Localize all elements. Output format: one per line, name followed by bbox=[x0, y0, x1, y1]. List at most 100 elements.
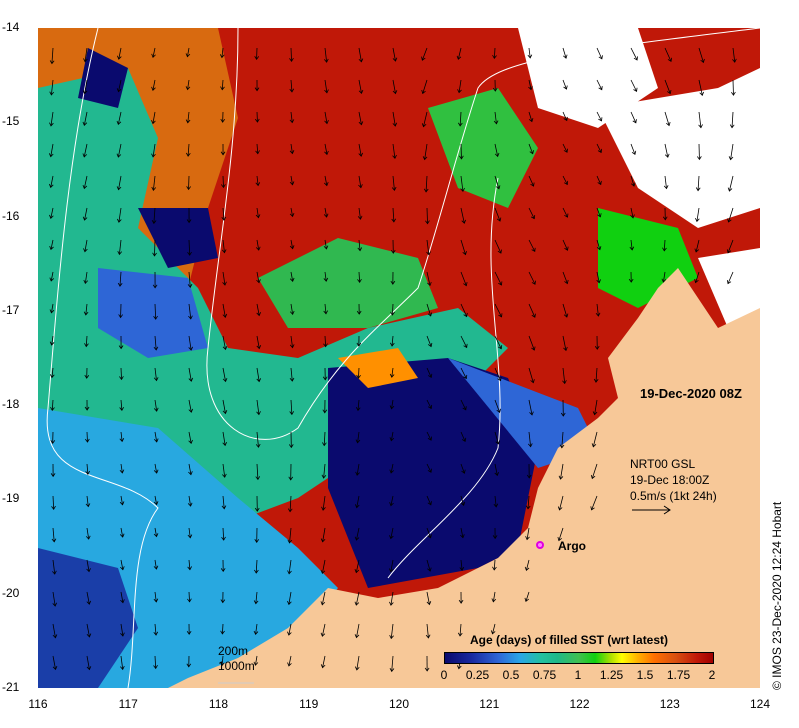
current-vector-arrow bbox=[560, 463, 564, 480]
region-navy-nw bbox=[78, 48, 128, 108]
current-vector-head bbox=[222, 313, 228, 318]
current-vector-head bbox=[426, 251, 431, 256]
current-vector-arrow bbox=[118, 47, 122, 60]
current-vector-head bbox=[117, 55, 122, 60]
current-vector-arrow bbox=[460, 175, 464, 192]
current-vector-arrow bbox=[290, 367, 293, 382]
current-vector-head bbox=[529, 150, 534, 155]
current-vector-head bbox=[83, 279, 89, 285]
current-vector-arrow bbox=[391, 399, 394, 409]
current-vector-head bbox=[389, 668, 395, 673]
land-australia bbox=[168, 268, 760, 688]
current-vector-head bbox=[457, 122, 463, 127]
current-vector-arrow bbox=[152, 175, 156, 191]
current-vector-arrow bbox=[188, 399, 192, 413]
current-vector-arrow bbox=[559, 495, 564, 511]
current-vector-head bbox=[85, 438, 90, 443]
current-vector-head bbox=[255, 246, 261, 251]
current-vector-head bbox=[289, 57, 294, 62]
current-vector-arrow bbox=[596, 79, 603, 90]
current-vector-arrow bbox=[392, 143, 396, 159]
current-vector-arrow bbox=[422, 79, 428, 94]
current-vector-arrow bbox=[323, 431, 326, 446]
current-vector-head bbox=[631, 150, 637, 156]
current-vector-arrow bbox=[630, 239, 633, 250]
lat-tick-label: -21 bbox=[2, 680, 20, 694]
current-vector-arrow bbox=[390, 559, 394, 572]
lon-tick-label: 122 bbox=[569, 697, 590, 711]
current-vector-arrow bbox=[424, 143, 428, 160]
lon-tick-label: 124 bbox=[749, 697, 771, 711]
current-vector-head bbox=[694, 248, 700, 253]
current-vector-head bbox=[355, 407, 361, 412]
current-vector-head bbox=[119, 376, 124, 381]
colorbar-tick-label: 0.5 bbox=[502, 668, 520, 682]
current-vector-arrow bbox=[323, 463, 326, 479]
current-vector-head bbox=[590, 474, 596, 480]
current-vector-head bbox=[84, 343, 89, 348]
current-vector-arrow bbox=[221, 79, 224, 90]
current-vector-arrow bbox=[727, 239, 734, 253]
current-vector-head bbox=[323, 213, 329, 218]
current-vector-arrow bbox=[528, 111, 533, 122]
current-vector-head bbox=[287, 508, 293, 513]
current-vector-arrow bbox=[154, 495, 158, 505]
current-vector-arrow bbox=[390, 431, 394, 441]
current-vector-arrow bbox=[528, 367, 534, 383]
current-vector-head bbox=[729, 124, 735, 129]
current-vector-head bbox=[389, 502, 394, 507]
current-vector-arrow bbox=[288, 623, 292, 636]
current-vector-head bbox=[116, 218, 122, 223]
current-vector-head bbox=[492, 566, 497, 571]
lat-tick-label: -20 bbox=[2, 585, 20, 600]
current-vector-head bbox=[153, 377, 159, 382]
current-vector-arrow bbox=[188, 367, 192, 382]
current-vector-arrow bbox=[426, 591, 430, 605]
current-vector-head bbox=[491, 598, 497, 603]
current-vector-arrow bbox=[458, 79, 462, 93]
current-vector-head bbox=[322, 376, 328, 381]
current-vector-arrow bbox=[460, 495, 465, 506]
current-vector-arrow bbox=[592, 431, 598, 447]
current-vector-arrow bbox=[120, 559, 124, 570]
current-vector-arrow bbox=[324, 111, 328, 124]
contour-legend-swatch bbox=[218, 682, 254, 684]
current-vector-arrow bbox=[290, 111, 293, 123]
current-vector-head bbox=[321, 474, 327, 479]
current-vector-head bbox=[528, 117, 534, 123]
colorbar-title: Age (days) of filled SST (wrt latest) bbox=[470, 633, 669, 647]
current-vector-head bbox=[593, 378, 599, 383]
current-vector-head bbox=[48, 183, 54, 189]
current-vector-arrow bbox=[494, 271, 502, 286]
current-vector-arrow bbox=[322, 527, 326, 542]
current-vector-head bbox=[116, 120, 122, 126]
lon-tick-label: 117 bbox=[118, 697, 138, 711]
current-vector-arrow bbox=[460, 303, 468, 317]
current-vector-arrow bbox=[596, 111, 602, 122]
current-vector-head bbox=[421, 56, 426, 61]
current-vector-arrow bbox=[188, 431, 192, 444]
colorbar-tick-label: 0.25 bbox=[465, 668, 490, 682]
current-vector-head bbox=[559, 444, 565, 449]
current-vector-head bbox=[185, 119, 191, 124]
current-vector-head bbox=[633, 56, 638, 61]
current-vector-arrow bbox=[86, 495, 89, 507]
current-vector-arrow bbox=[120, 623, 124, 637]
current-vector-arrow bbox=[460, 431, 466, 442]
current-vector-head bbox=[222, 281, 227, 286]
current-vector-arrow bbox=[187, 79, 190, 90]
colorbar-tick-label: 2 bbox=[708, 668, 716, 682]
vector-legend-line3: 0.5m/s (1kt 24h) bbox=[630, 489, 717, 503]
current-vector-arrow bbox=[525, 559, 530, 571]
colorbar-tick-label: 1.25 bbox=[599, 668, 624, 682]
region-blue-central bbox=[448, 358, 598, 468]
current-vector-head bbox=[563, 346, 568, 352]
current-vector-head bbox=[563, 148, 568, 153]
current-vector-head bbox=[49, 60, 55, 65]
current-vector-arrow bbox=[596, 175, 602, 185]
region-green-north bbox=[428, 88, 538, 208]
vector-scale-arrow bbox=[632, 505, 671, 515]
current-vector-head bbox=[116, 186, 122, 191]
current-vector-arrow bbox=[358, 239, 361, 251]
current-vector-arrow bbox=[221, 623, 224, 634]
